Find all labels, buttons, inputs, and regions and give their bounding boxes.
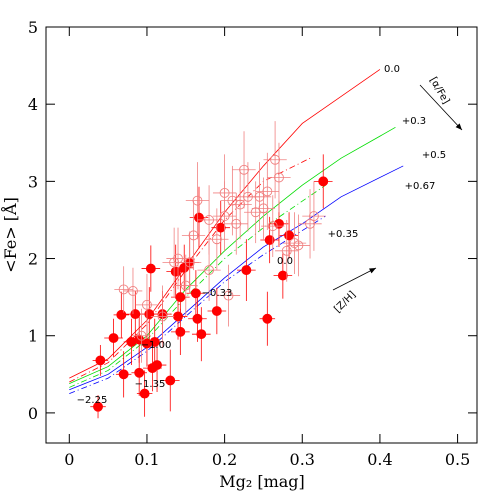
data-point (318, 176, 329, 187)
data-point (118, 284, 129, 295)
data-point (293, 240, 304, 251)
data-point (184, 257, 195, 268)
data-point (305, 218, 315, 229)
arrow (332, 267, 377, 291)
model-line (69, 215, 326, 394)
annotation: [α/Fe] (427, 75, 451, 106)
data-point (227, 195, 238, 206)
data-point (270, 154, 281, 165)
data-point (190, 288, 201, 299)
data-point (130, 309, 141, 320)
data-point (165, 375, 176, 386)
annotation: −0.33 (202, 288, 233, 299)
x-tick-label: 0.4 (367, 450, 392, 469)
model-line (69, 184, 326, 388)
data-point (157, 311, 168, 322)
data-point (93, 401, 103, 412)
data-point (204, 265, 215, 276)
y-axis-label: <Fe> [Å] (0, 197, 20, 273)
y-tick-label: 3 (28, 172, 38, 191)
annotation: +0.3 (402, 116, 426, 127)
data-point (116, 309, 127, 320)
y-tick-label: 2 (28, 250, 38, 269)
model-line (69, 126, 396, 384)
data-point (144, 309, 155, 320)
data-point (145, 263, 156, 274)
data-point (128, 286, 138, 296)
x-tick-label: 0.3 (290, 450, 315, 469)
annotation: +0.5 (422, 150, 446, 161)
data-point (241, 265, 252, 276)
data-point (258, 203, 269, 214)
data-point (274, 218, 284, 229)
data-point (215, 222, 226, 233)
data-point (267, 221, 278, 232)
data-point (284, 230, 295, 241)
data-point (173, 311, 183, 322)
annotation: +0.67 (405, 181, 436, 192)
arrow-head (455, 123, 462, 130)
data-point (175, 326, 186, 337)
annotation: −1.00 (141, 340, 172, 351)
x-tick-label: 0.5 (445, 450, 470, 469)
data-point (239, 164, 249, 175)
data-point (152, 360, 163, 370)
data-point (192, 195, 203, 206)
data-point (139, 388, 150, 399)
x-tick-label: 0.2 (212, 450, 237, 469)
data-point (250, 207, 261, 218)
arrow (419, 84, 463, 131)
annotation: [Z/H] (332, 289, 358, 315)
data-point (264, 235, 275, 245)
data-point (211, 306, 222, 316)
data-point (277, 270, 288, 281)
data-point (219, 187, 230, 198)
plot-frame (45, 26, 478, 444)
data-point (223, 290, 234, 301)
model-line (69, 165, 404, 391)
data-point (192, 313, 203, 324)
data-point (142, 299, 152, 310)
data-point (188, 230, 199, 241)
data-point (274, 172, 284, 183)
annotation: +0.35 (328, 229, 359, 240)
data-point (175, 292, 186, 303)
annotation: 0.0 (384, 64, 400, 75)
y-tick-label: 0 (28, 404, 38, 423)
y-tick-label: 4 (28, 95, 38, 114)
data-point (308, 211, 319, 222)
annotation: −1.35 (135, 379, 166, 390)
data-point (95, 355, 106, 366)
x-tick-label: 0 (64, 450, 74, 469)
annotation: −2.25 (77, 395, 108, 406)
data-point (173, 253, 183, 264)
data-point (231, 218, 242, 229)
y-tick-label: 1 (28, 327, 38, 346)
annotation: 0.0 (277, 256, 293, 267)
data-point (211, 234, 222, 245)
data-point (136, 330, 147, 341)
data-point (196, 329, 207, 340)
data-point (262, 186, 273, 197)
data-point (262, 313, 273, 324)
data-point (254, 191, 265, 202)
data-point (118, 369, 129, 380)
data-point (170, 266, 181, 277)
data-point (204, 214, 215, 225)
data-point (235, 199, 246, 210)
data-point (134, 367, 145, 378)
arrow-head (369, 268, 376, 274)
data-point (281, 245, 292, 256)
x-tick-label: 0.1 (134, 450, 159, 469)
data-point (108, 333, 119, 343)
y-tick-label: 5 (28, 18, 38, 37)
x-axis-label: Mg₂ [mag] (219, 472, 305, 491)
data-point (194, 212, 204, 223)
data-point (180, 280, 191, 291)
